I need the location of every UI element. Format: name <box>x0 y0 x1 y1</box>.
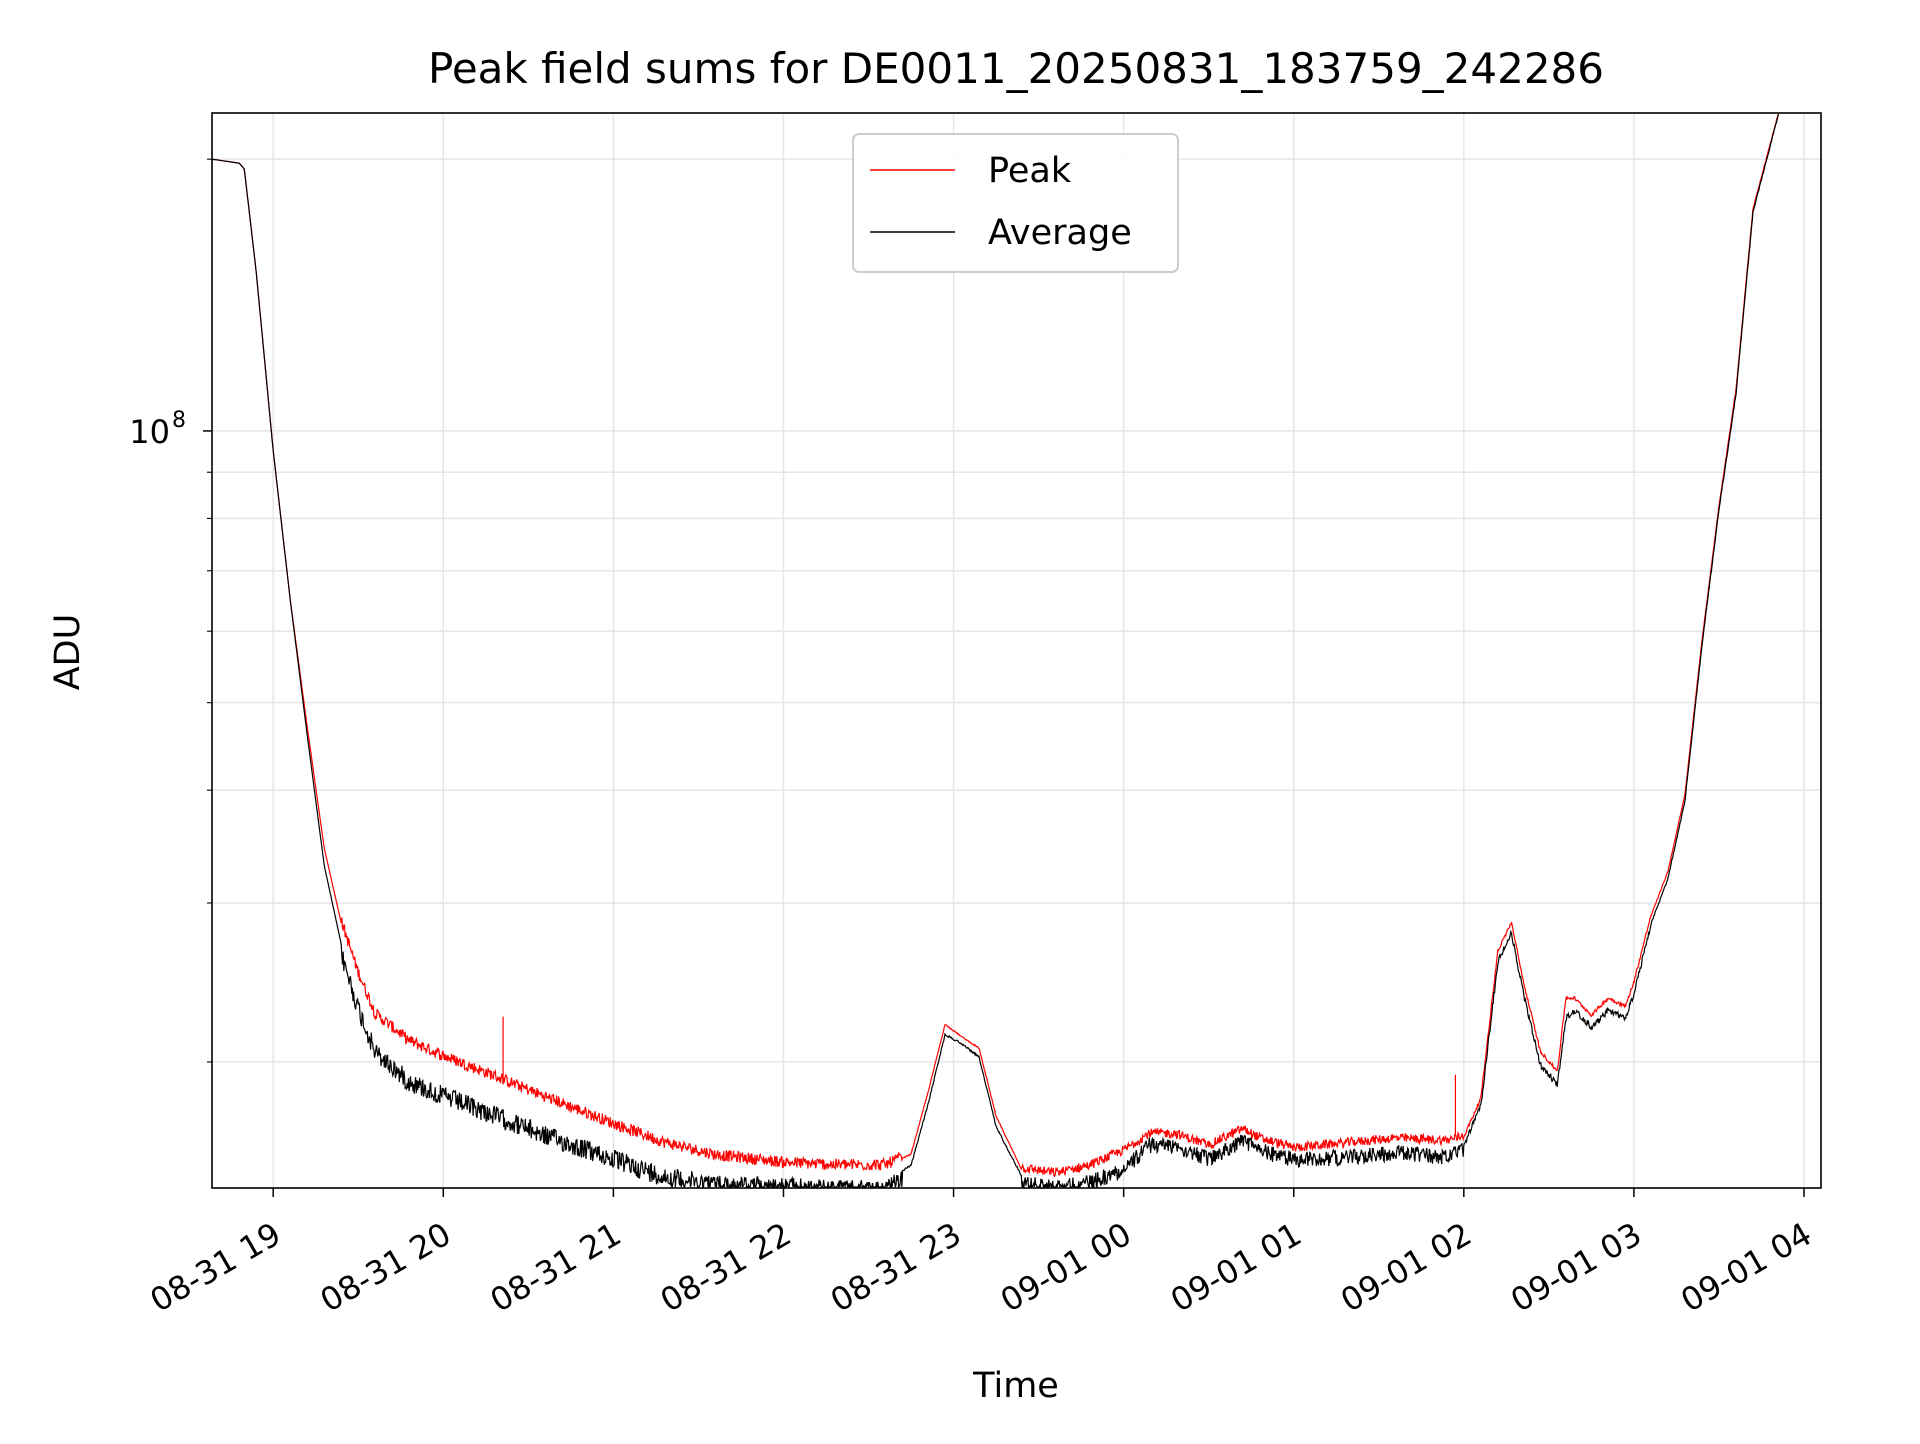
plot-frame <box>211 112 1822 1189</box>
chart-title: Peak field sums for DE0011_20250831_1837… <box>428 44 1604 93</box>
series-line-average <box>211 113 1780 1190</box>
y-tick-label-exponent: 8 <box>172 408 186 433</box>
y-axis-label: ADU <box>48 614 88 691</box>
legend-label-average: Average <box>988 213 1132 253</box>
legend-label-peak: Peak <box>988 151 1072 191</box>
y-tick-label-base: 10 <box>129 413 170 451</box>
series-lines <box>211 113 1780 1190</box>
legend-box <box>852 133 1179 273</box>
grid <box>212 113 1821 1188</box>
series-line-peak <box>211 113 1780 1178</box>
x-axis-label: Time <box>972 1366 1059 1406</box>
legend: Peak Average <box>852 133 1179 273</box>
